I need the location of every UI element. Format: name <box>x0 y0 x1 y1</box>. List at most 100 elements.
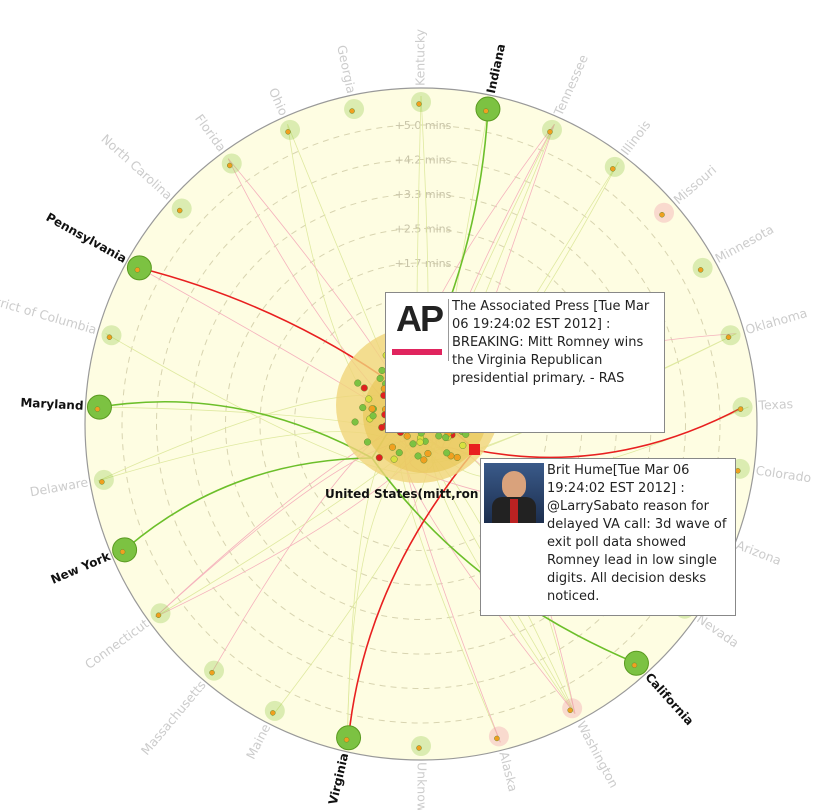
cluster-dot <box>414 452 422 460</box>
state-node[interactable] <box>692 257 713 278</box>
state-label[interactable]: Nevada <box>694 611 742 651</box>
node-dot <box>349 108 355 114</box>
state-label[interactable]: Colorado <box>755 463 812 486</box>
node-dot <box>270 710 276 716</box>
cluster-dot <box>388 443 397 451</box>
state-label[interactable]: Ohio <box>266 85 291 117</box>
state-label[interactable]: Georgia <box>334 44 359 95</box>
cluster-dot <box>443 449 451 457</box>
state-node[interactable] <box>264 700 285 721</box>
ring-label: +5.0 mins <box>395 119 452 132</box>
logo-text: AP <box>396 298 444 339</box>
node-dot <box>134 267 141 273</box>
state-node[interactable] <box>126 255 152 281</box>
ring-label: +2.5 mins <box>395 223 452 236</box>
cluster-dot <box>453 453 461 461</box>
state-label[interactable]: Kentucky <box>413 28 428 86</box>
state-node[interactable] <box>112 537 138 563</box>
avatar <box>484 463 544 523</box>
state-label[interactable]: Tennessee <box>550 52 591 119</box>
node-dot <box>494 735 500 742</box>
state-node[interactable] <box>86 394 112 420</box>
state-node[interactable] <box>204 660 225 681</box>
cluster-dot <box>409 440 417 448</box>
node-dot <box>737 406 744 412</box>
state-label[interactable]: Delaware <box>29 474 90 499</box>
node-dot <box>483 108 489 114</box>
cluster-dot <box>424 449 432 458</box>
node-dot <box>94 406 101 412</box>
tooltip-text: Brit Hume[Tue Mar 06 19:24:02 EST 2012] … <box>547 463 727 604</box>
state-node[interactable] <box>604 156 625 177</box>
state-node[interactable] <box>411 736 431 756</box>
state-node[interactable] <box>475 96 501 122</box>
node-dot <box>567 707 573 714</box>
state-node[interactable] <box>221 153 242 174</box>
cluster-dot <box>369 412 377 420</box>
state-label[interactable]: District of Columbia <box>0 289 98 338</box>
cluster-dot <box>416 438 424 446</box>
node-dot <box>610 166 616 172</box>
cluster-dot <box>360 384 368 392</box>
ring <box>156 159 686 689</box>
state-label[interactable]: Maryland <box>20 396 84 413</box>
cluster-dot <box>365 395 373 403</box>
state-node[interactable] <box>150 603 171 624</box>
state-label[interactable]: Maine <box>243 721 274 762</box>
state-node[interactable] <box>654 202 675 223</box>
state-label[interactable]: Unknown <box>415 762 430 810</box>
selected-marker <box>469 444 480 455</box>
state-node[interactable] <box>171 198 192 219</box>
state-label[interactable]: California <box>642 670 696 728</box>
state-label[interactable]: Illinois <box>618 117 654 158</box>
state-node[interactable] <box>93 469 114 490</box>
node-dot <box>631 662 638 669</box>
cluster-dot <box>435 432 443 440</box>
state-node[interactable] <box>623 650 649 676</box>
state-label[interactable]: Massachusetts <box>138 677 209 757</box>
state-node[interactable] <box>541 119 562 140</box>
state-node[interactable] <box>411 92 431 112</box>
state-node[interactable] <box>720 325 741 346</box>
state-node[interactable] <box>344 99 365 120</box>
state-label[interactable]: Arizona <box>734 537 783 568</box>
state-node[interactable] <box>280 119 301 140</box>
cluster-dot <box>376 374 384 382</box>
node-dot <box>659 211 665 218</box>
cluster-dot <box>375 454 383 462</box>
state-label[interactable]: Virginia <box>326 752 351 806</box>
state-label[interactable]: North Carolina <box>98 131 175 203</box>
cluster-dot <box>351 418 359 426</box>
state-node[interactable] <box>488 726 509 747</box>
state-node[interactable] <box>101 325 122 346</box>
state-node[interactable] <box>562 698 583 719</box>
state-label[interactable]: Missouri <box>671 162 720 207</box>
state-node[interactable] <box>336 725 362 751</box>
node-dot <box>176 207 183 214</box>
state-node[interactable] <box>732 397 753 418</box>
state-label[interactable]: Connecticut <box>82 616 151 672</box>
state-label[interactable]: Washington <box>574 718 622 790</box>
node-dot <box>697 267 704 273</box>
node-dot <box>343 736 350 743</box>
state-label[interactable]: Indiana <box>484 42 508 94</box>
link <box>347 449 476 738</box>
cluster-dot <box>368 405 376 413</box>
node-dot <box>725 334 732 340</box>
state-label[interactable]: New York <box>49 549 114 587</box>
cluster-dot <box>442 433 450 442</box>
node-dot <box>155 612 162 619</box>
state-label[interactable]: Texas <box>757 396 793 413</box>
state-label[interactable]: Alaska <box>496 750 520 793</box>
cluster-dot <box>354 379 362 387</box>
logo-bar <box>392 349 442 355</box>
tooltip-text: The Associated Press [Tue Mar 06 19:24:0… <box>452 299 650 386</box>
ring-label: +3.3 mins <box>395 188 452 201</box>
state-label[interactable]: Minnesota <box>713 221 777 265</box>
node-dot <box>547 129 553 135</box>
node-dot <box>285 129 291 135</box>
state-label[interactable]: Oklahoma <box>744 305 809 337</box>
node-dot <box>416 745 422 751</box>
state-label[interactable]: Florida <box>192 111 229 154</box>
state-label[interactable]: Pennsylvania <box>44 210 129 266</box>
